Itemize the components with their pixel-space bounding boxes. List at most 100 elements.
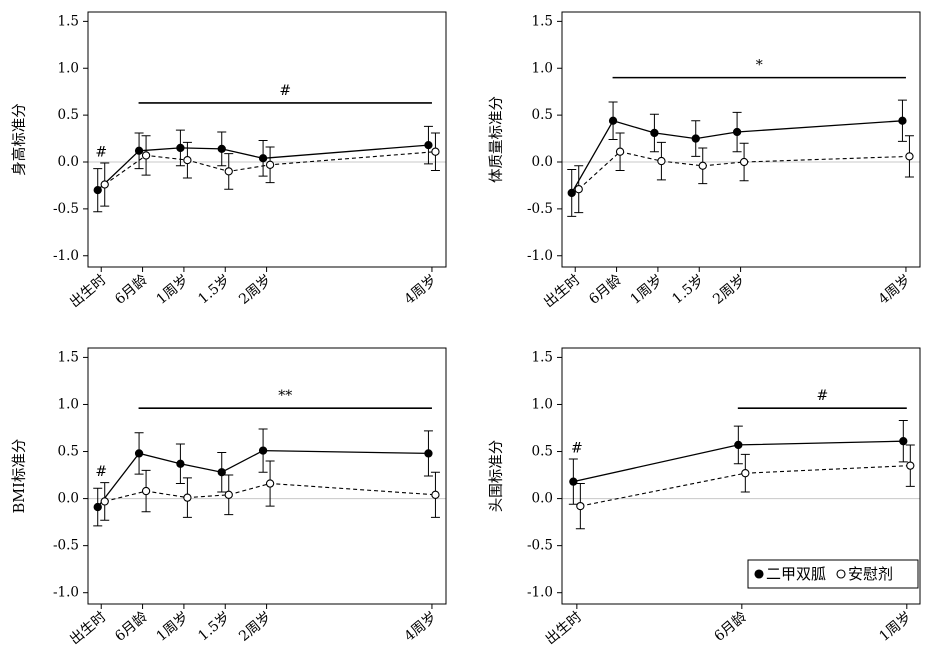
y-tick-label: -0.5 bbox=[527, 201, 553, 217]
metformin-point bbox=[134, 146, 144, 155]
significance-bracket-label: # bbox=[816, 388, 828, 404]
plot-frame bbox=[561, 347, 921, 605]
y-tick-label: 0.0 bbox=[532, 491, 553, 507]
legend-marker-metformin bbox=[754, 569, 764, 579]
metformin-line bbox=[97, 144, 429, 191]
x-tick-label: 1周岁 bbox=[627, 272, 666, 308]
metformin-point bbox=[734, 440, 743, 450]
y-tick-label: 1.0 bbox=[532, 396, 553, 412]
significance-mark: # bbox=[95, 464, 107, 480]
significance-bracket-label: * bbox=[756, 58, 763, 74]
placebo-point bbox=[224, 167, 233, 176]
placebo-point bbox=[100, 497, 109, 506]
legend-marker-placebo bbox=[836, 569, 846, 579]
y-axis-label: BMI标准分 bbox=[11, 439, 28, 514]
placebo-point bbox=[741, 469, 750, 478]
x-tick-label: 2周岁 bbox=[236, 272, 275, 308]
head-circumference-sds-chart: -1.0 -0.5 0.0 0.5 1.0 1.5 出生时 6月龄 1周岁 头围标准分 # # 二甲双胍… bbox=[488, 347, 921, 648]
metformin-point bbox=[899, 437, 908, 446]
x-tick-label: 1.5岁 bbox=[195, 609, 233, 645]
placebo-point bbox=[265, 479, 275, 488]
metformin-point bbox=[258, 154, 268, 163]
y-tick-label: 0.5 bbox=[58, 444, 79, 460]
significance-mark: # bbox=[571, 441, 583, 457]
x-tick-label: 1周岁 bbox=[153, 272, 192, 308]
placebo-point bbox=[224, 490, 233, 499]
placebo-point bbox=[906, 461, 915, 470]
metformin-point bbox=[217, 468, 226, 477]
metformin-point bbox=[424, 449, 433, 458]
x-tick-label: 出生时 bbox=[67, 609, 109, 648]
y-tick-label: -1.0 bbox=[527, 248, 553, 264]
y-tick-label: -1.0 bbox=[53, 585, 79, 601]
x-tick-label: 6月龄 bbox=[586, 272, 625, 308]
y-tick-label: -0.5 bbox=[53, 201, 79, 217]
placebo-point bbox=[100, 180, 109, 189]
legend: 二甲双胍 安慰剂 bbox=[747, 559, 919, 589]
y-tick-label: -1.0 bbox=[53, 248, 79, 264]
y-tick-label: -1.0 bbox=[527, 585, 553, 601]
x-tick-label: 1周岁 bbox=[876, 609, 915, 645]
y-tick-label: 1.5 bbox=[58, 13, 79, 29]
y-tick-label: 0.0 bbox=[58, 154, 79, 170]
placebo-point bbox=[265, 160, 275, 169]
metformin-point bbox=[93, 502, 102, 512]
significance-bracket-label: ** bbox=[278, 388, 292, 404]
placebo-point bbox=[431, 147, 440, 156]
height-sds-chart: -1.0 -0.5 0.0 0.5 1.0 1.5 出生时 6月龄 1周岁 1.5岁 2周岁 4周岁 身… bbox=[11, 11, 447, 311]
y-tick-label: 0.5 bbox=[532, 444, 553, 460]
x-tick-label: 1.5岁 bbox=[669, 272, 707, 308]
placebo-line bbox=[104, 482, 436, 502]
y-tick-label: 1.5 bbox=[532, 13, 553, 29]
metformin-point bbox=[732, 127, 742, 137]
metformin-point bbox=[134, 449, 144, 458]
y-tick-label: 0.0 bbox=[532, 154, 553, 170]
plot-frame bbox=[87, 347, 447, 605]
y-tick-label: 1.0 bbox=[532, 60, 553, 76]
metformin-point bbox=[176, 459, 185, 468]
placebo-point bbox=[698, 161, 707, 170]
bmi-sds-chart: -1.0 -0.5 0.0 0.5 1.0 1.5 出生时 6月龄 1周岁 1.5岁 2周岁 4周岁 B… bbox=[11, 347, 447, 648]
legend-label-placebo: 安慰剂 bbox=[848, 565, 893, 583]
placebo-point bbox=[431, 490, 440, 499]
y-tick-label: 0.0 bbox=[58, 491, 79, 507]
x-tick-label: 出生时 bbox=[543, 609, 585, 648]
x-tick-label: 2周岁 bbox=[710, 272, 749, 308]
metformin-point bbox=[569, 477, 578, 486]
significance-mark: # bbox=[95, 145, 107, 161]
y-axis-label: 身高标准分 bbox=[11, 103, 28, 176]
x-tick-label: 2周岁 bbox=[236, 609, 275, 645]
metformin-point bbox=[217, 144, 226, 154]
placebo-point bbox=[576, 501, 585, 511]
metformin-line bbox=[97, 449, 429, 508]
metformin-point bbox=[93, 185, 102, 195]
legend-box bbox=[747, 559, 919, 589]
placebo-point bbox=[657, 156, 666, 166]
y-tick-label: 1.5 bbox=[532, 349, 553, 365]
metformin-point bbox=[567, 188, 576, 198]
y-tick-label: 0.5 bbox=[532, 107, 553, 123]
placebo-point bbox=[183, 493, 192, 502]
placebo-point bbox=[739, 157, 749, 167]
y-tick-label: 1.0 bbox=[58, 60, 79, 76]
metformin-point bbox=[898, 116, 907, 125]
significance-bracket-label: # bbox=[279, 83, 291, 99]
x-tick-label: 出生时 bbox=[541, 272, 583, 311]
placebo-point bbox=[574, 185, 583, 194]
x-tick-label: 4周岁 bbox=[402, 609, 441, 645]
metformin-point bbox=[424, 140, 433, 150]
weight-sds-chart: -1.0 -0.5 0.0 0.5 1.0 1.5 出生时 6月龄 1周岁 1.5岁 2周岁 4周岁 体… bbox=[488, 11, 921, 311]
x-tick-label: 6月龄 bbox=[711, 609, 750, 645]
legend-label-metformin: 二甲双胍 bbox=[766, 565, 826, 583]
metformin-point bbox=[176, 143, 185, 153]
plot-frame bbox=[87, 11, 447, 268]
y-tick-label: 0.5 bbox=[58, 107, 79, 123]
x-tick-label: 6月龄 bbox=[112, 609, 151, 645]
x-tick-label: 出生时 bbox=[67, 272, 109, 311]
x-tick-label: 4周岁 bbox=[402, 272, 441, 308]
metformin-point bbox=[650, 128, 659, 138]
placebo-point bbox=[141, 486, 151, 496]
metformin-point bbox=[691, 134, 700, 143]
placebo-point bbox=[141, 151, 151, 160]
